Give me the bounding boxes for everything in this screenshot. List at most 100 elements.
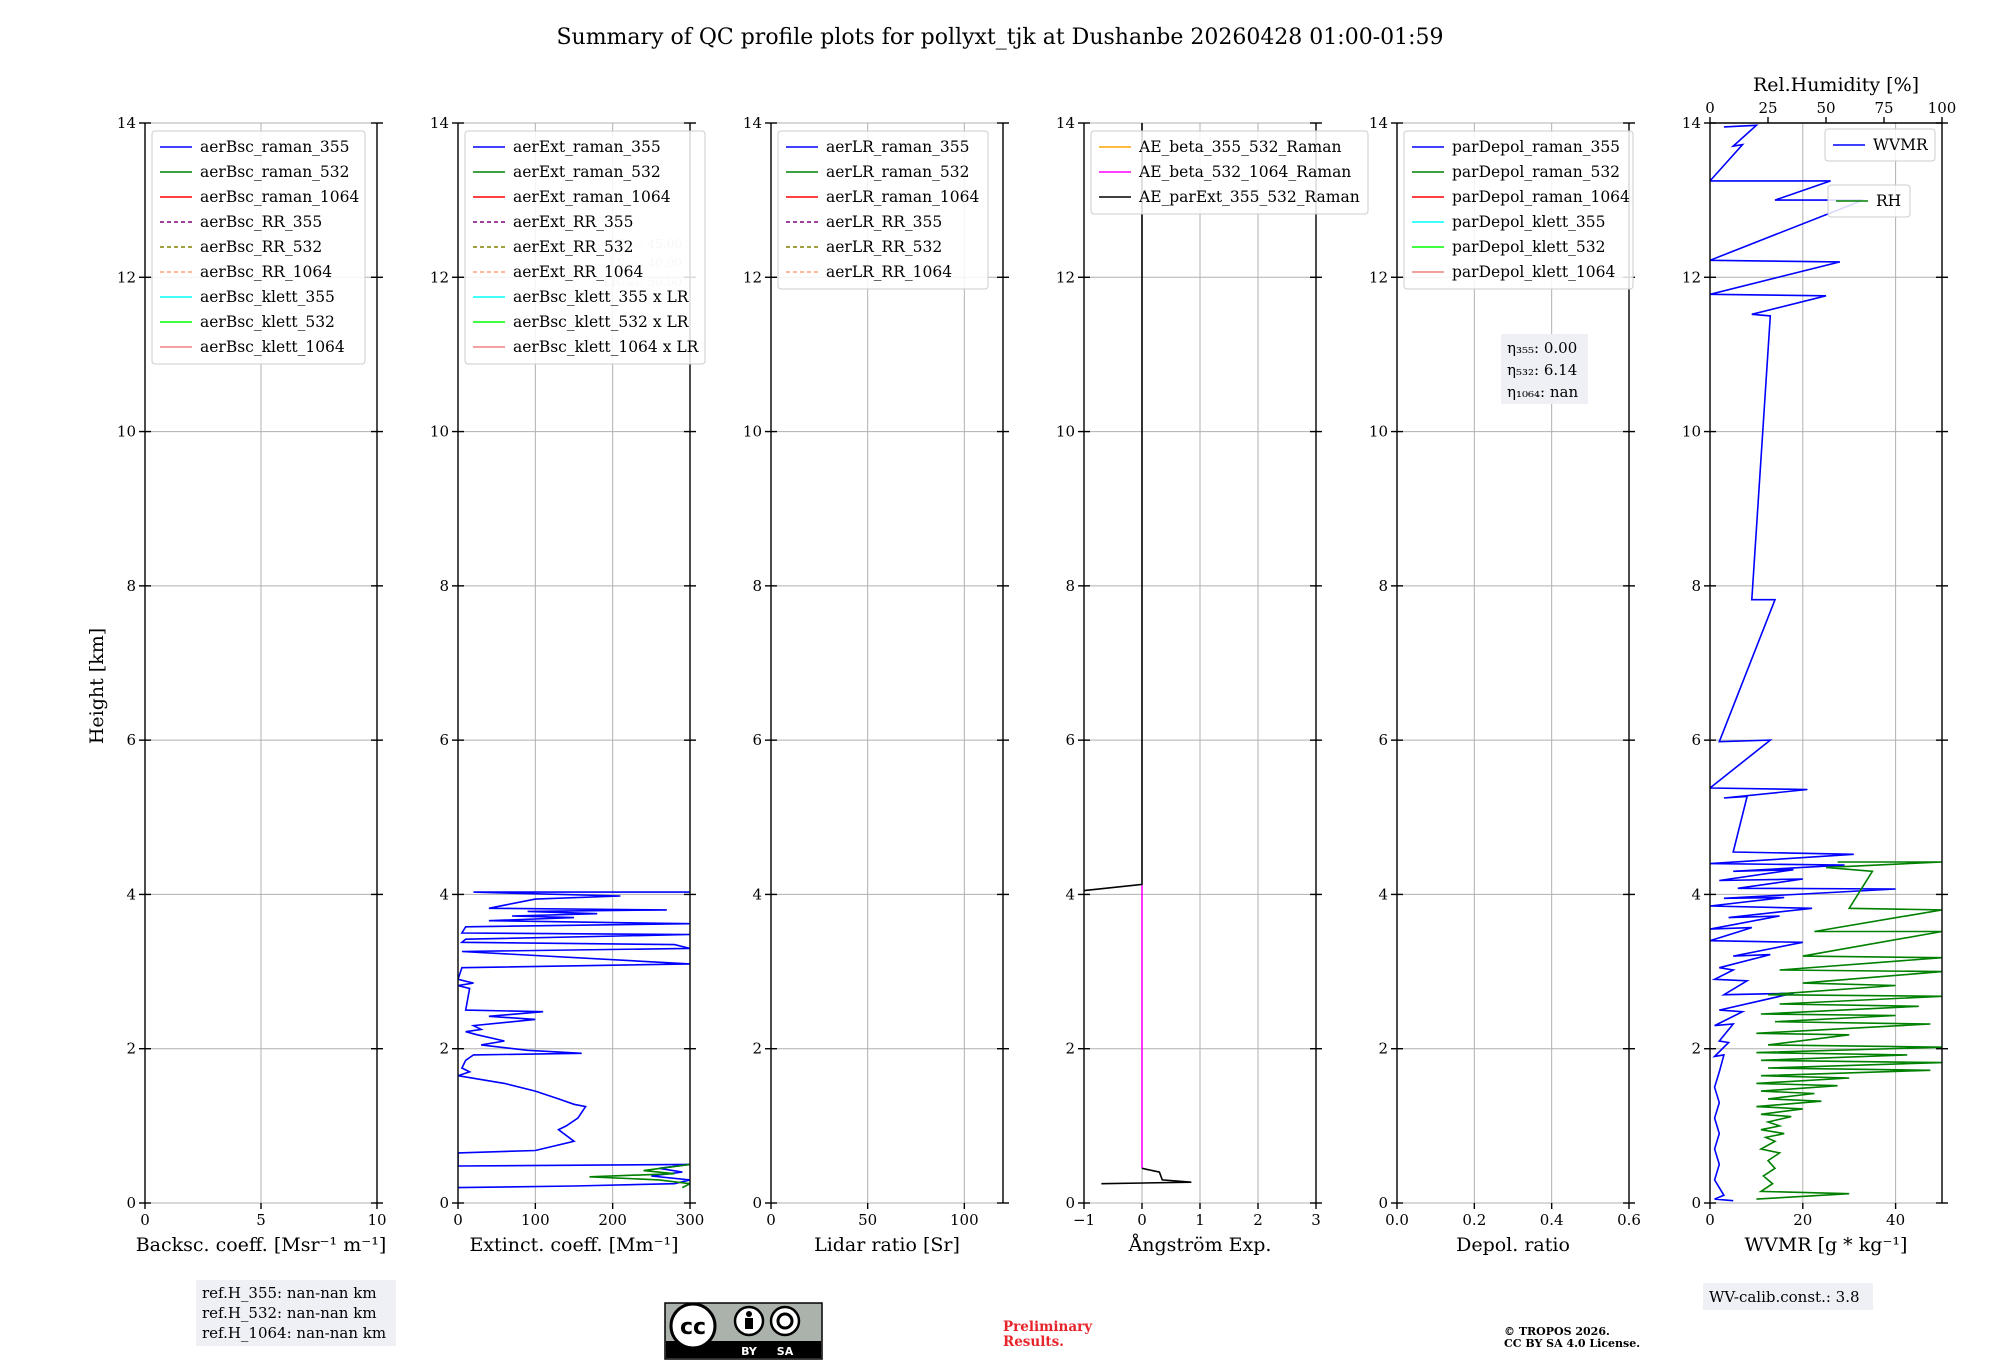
y-tick-label: 12 [743, 268, 762, 286]
legend-label: parDepol_klett_1064 [1452, 263, 1615, 281]
legend-label: parDepol_raman_1064 [1452, 188, 1630, 206]
y-tick-label: 4 [126, 885, 136, 903]
x-tick-label: 3 [1311, 1211, 1321, 1229]
legend-label: aerBsc_klett_1064 [200, 338, 345, 356]
y-tick-label: 12 [1369, 268, 1388, 286]
legend-label: aerExt_RR_1064 [513, 263, 644, 281]
ref-height-355: ref.H_355: nan-nan km [202, 1284, 377, 1302]
legend-label: aerLR_raman_532 [826, 163, 969, 181]
by-label: BY [741, 1345, 758, 1358]
y-axis-label: Height [km] [86, 628, 108, 744]
x-tick-label: 1 [1195, 1211, 1205, 1229]
top-tick-label: 75 [1874, 99, 1893, 117]
x-tick-label: 0 [1137, 1211, 1147, 1229]
depol-info-line: η₅₃₂: 6.14 [1507, 361, 1577, 379]
y-tick-label: 10 [1056, 423, 1075, 441]
legend-label: aerBsc_klett_532 [200, 313, 335, 331]
y-tick-label: 6 [126, 731, 136, 749]
x-tick-label: 0.2 [1462, 1211, 1486, 1229]
y-tick-label: 0 [752, 1194, 762, 1212]
x-axis-label-wvmr: WVMR [g * kg⁻¹] [1745, 1234, 1908, 1256]
legend-label: aerLR_RR_355 [826, 213, 942, 231]
y-tick-label: 4 [1378, 885, 1388, 903]
series-line-AE_parExt_355_532_Raman [1084, 123, 1143, 892]
y-tick-label: 10 [430, 423, 449, 441]
y-tick-label: 4 [1065, 885, 1075, 903]
depol-info-box: η₃₅₅: 0.00 η₅₃₂: 6.14 η₁₀₆₄: nan [1501, 334, 1588, 404]
y-tick-label: 8 [1691, 577, 1701, 595]
x-axis-label-depol: Depol. ratio [1456, 1234, 1570, 1256]
y-tick-label: 12 [430, 268, 449, 286]
legend-label: aerBsc_klett_532 x LR [513, 313, 690, 331]
y-tick-label: 8 [752, 577, 762, 595]
x-tick-label: 0 [140, 1211, 150, 1229]
y-tick-label: 10 [1682, 423, 1701, 441]
legend-label: AE_parExt_355_532_Raman [1138, 188, 1360, 206]
legend-depol: parDepol_raman_355 parDepol_raman_532 parD… [1403, 130, 1634, 290]
legend-label: aerExt_raman_1064 [513, 188, 671, 206]
y-tick-label: 14 [1369, 114, 1388, 132]
legend-label: aerBsc_raman_355 [200, 138, 350, 156]
y-tick-label: 8 [439, 577, 449, 595]
preliminary-line-1: Preliminary [1003, 1319, 1093, 1335]
top-tick-label: 50 [1816, 99, 1835, 117]
sa-share-icon [769, 1305, 801, 1337]
cc-license-badge: cc BY SA [664, 1302, 823, 1360]
legend-label: parDepol_raman_532 [1452, 163, 1620, 181]
x-tick-label: −1 [1073, 1211, 1095, 1229]
y-tick-label: 2 [1378, 1040, 1388, 1058]
y-tick-label: 8 [126, 577, 136, 595]
y-tick-label: 2 [126, 1040, 136, 1058]
sa-label: SA [777, 1345, 794, 1358]
x-tick-label: 0 [453, 1211, 463, 1229]
x-tick-label: 200 [598, 1211, 627, 1229]
y-tick-label: 0 [126, 1194, 136, 1212]
wv-calib-box: WV-calib.const.: 3.8 [1703, 1283, 1873, 1310]
y-tick-label: 6 [1065, 731, 1075, 749]
y-tick-label: 12 [1682, 268, 1701, 286]
legend-label: aerBsc_RR_532 [200, 238, 322, 256]
y-tick-label: 14 [1056, 114, 1075, 132]
legend-label: aerLR_RR_532 [826, 238, 942, 256]
x-tick-label: 100 [950, 1211, 979, 1229]
preliminary-note: Preliminary Results. [1003, 1319, 1093, 1350]
series-line-AE_parExt_355_532_Raman [1101, 1167, 1192, 1185]
y-tick-label: 10 [117, 423, 136, 441]
y-tick-label: 12 [1056, 268, 1075, 286]
preliminary-line-2: Results. [1003, 1334, 1064, 1350]
legend-label: aerBsc_RR_1064 [200, 263, 332, 281]
y-tick-label: 0 [1378, 1194, 1388, 1212]
y-tick-label: 8 [1378, 577, 1388, 595]
panel-lidar_ratio: 0 2 4 6 8 10 12 14 0 50 100 Lidar ratio [Sr] aerLR_r… [743, 114, 1009, 1256]
legend-label: aerBsc_klett_355 x LR [513, 288, 690, 306]
x-tick-label: 300 [676, 1211, 705, 1229]
x-tick-label: 0.6 [1617, 1211, 1641, 1229]
y-tick-label: 0 [439, 1194, 449, 1212]
legend-label: RH [1876, 192, 1901, 210]
y-tick-label: 4 [752, 885, 762, 903]
legend-label: parDepol_klett_532 [1452, 238, 1605, 256]
y-tick-label: 12 [117, 268, 136, 286]
y-tick-label: 0 [1065, 1194, 1075, 1212]
x-axis-label-backscatter: Backsc. coeff. [Msr⁻¹ m⁻¹] [136, 1234, 387, 1256]
panel-backscatter: 0 2 4 6 8 10 12 14 0 5 10 Backsc. coeff. [Msr⁻¹ m⁻¹… [117, 114, 387, 1256]
legend-label: AE_beta_355_532_Raman [1138, 138, 1341, 156]
x-tick-label: 50 [858, 1211, 877, 1229]
y-tick-label: 6 [439, 731, 449, 749]
legend-label: aerBsc_klett_355 [200, 288, 335, 306]
series-extinction [458, 891, 690, 1189]
y-tick-label: 14 [743, 114, 762, 132]
y-tick-label: 10 [743, 423, 762, 441]
ref-height-box: ref.H_355: nan-nan km ref.H_532: nan-nan… [196, 1280, 396, 1346]
x-axis-label-angstrom: Ångström Exp. [1128, 1234, 1272, 1256]
legend-label: aerLR_RR_1064 [826, 263, 952, 281]
top-axis-label: Rel.Humidity [%] [1753, 74, 1919, 96]
depol-info-line: η₁₀₆₄: nan [1507, 383, 1578, 401]
x-tick-label: 20 [1793, 1211, 1812, 1229]
panel-extinction: 0 2 4 6 8 10 12 14 0 100 200 300 Extinct. coeff. [Mm… [430, 114, 706, 1256]
series-angstrom [1084, 123, 1192, 1185]
y-tick-label: 6 [1378, 731, 1388, 749]
